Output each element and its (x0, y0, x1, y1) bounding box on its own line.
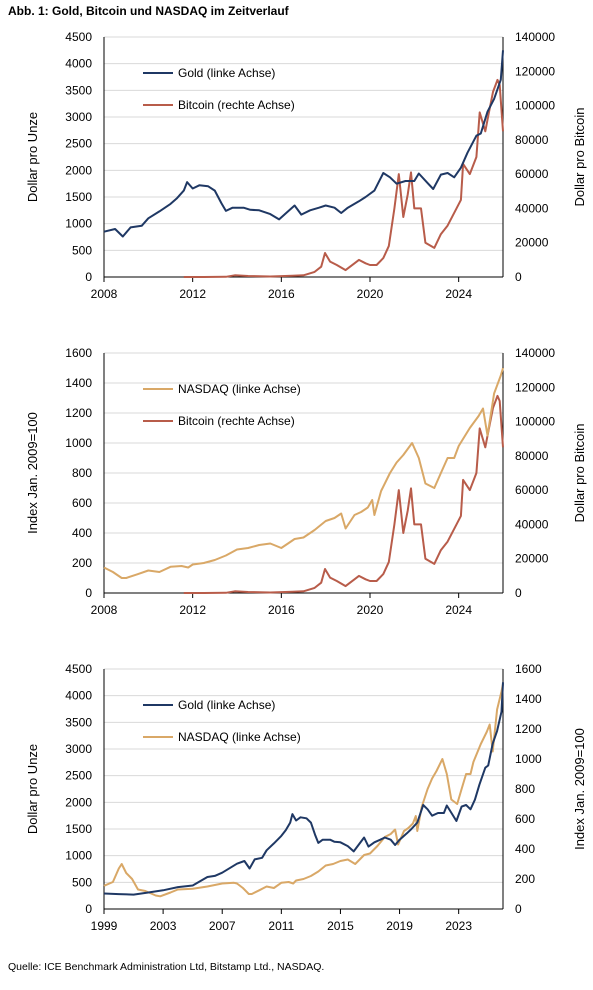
legend-label: Bitcoin (rechte Achse) (178, 98, 295, 112)
series-line-nasdaq (103, 683, 504, 898)
y-tick-label: 0 (85, 902, 92, 916)
x-tick-label: 2019 (386, 919, 413, 933)
y-tick-label: 1000 (65, 436, 92, 450)
y2-tick-label: 80000 (515, 133, 549, 147)
y2-tick-label: 100000 (515, 415, 555, 429)
series-line-gold (103, 682, 504, 896)
y2-tick-label: 120000 (515, 64, 555, 78)
y-tick-label: 4500 (65, 662, 92, 676)
chart-svg: 0 200 400 600 800 1000 1200 1400 1600 0 20000 40000… (25, 346, 587, 617)
y-axis-label: Index Jan. 2009=100 (25, 412, 40, 534)
y2-axis-label: Dollar pro Bitcoin (572, 108, 587, 207)
y2-tick-label: 1400 (515, 692, 542, 706)
legend-label: NASDAQ (linke Achse) (178, 382, 301, 396)
x-tick-label: 2007 (209, 919, 236, 933)
chart-svg: 0 500 1000 1500 2000 2500 3000 3500 4000 4500 0 200… (25, 662, 587, 933)
y-tick-label: 4000 (65, 57, 92, 71)
y-tick-label: 4000 (65, 689, 92, 703)
x-tick-label: 2011 (268, 919, 294, 933)
x-tick-label: 2012 (179, 287, 206, 301)
y-tick-label: 0 (85, 270, 92, 284)
y2-tick-label: 0 (515, 270, 522, 284)
source-note: Quelle: ICE Benchmark Administration Ltd… (8, 961, 325, 973)
y-tick-label: 2500 (65, 137, 92, 151)
y2-tick-label: 60000 (515, 483, 549, 497)
y-tick-label: 3500 (65, 715, 92, 729)
y2-tick-label: 1200 (515, 722, 542, 736)
series-line-bitcoin (183, 394, 504, 594)
x-tick-label: 2003 (150, 919, 177, 933)
y-tick-label: 200 (72, 556, 92, 570)
x-tick-label: 2023 (445, 919, 472, 933)
y2-tick-label: 1600 (515, 662, 542, 676)
y-tick-label: 500 (72, 243, 92, 257)
y2-tick-label: 1000 (515, 752, 542, 766)
y2-tick-label: 0 (515, 902, 522, 916)
y-tick-label: 0 (85, 586, 92, 600)
series-line-gold (103, 50, 504, 238)
y-tick-label: 3500 (65, 83, 92, 97)
series-line-bitcoin (183, 78, 504, 278)
y2-tick-label: 600 (515, 812, 535, 826)
y2-tick-label: 20000 (515, 236, 549, 250)
y2-tick-label: 400 (515, 842, 535, 856)
x-tick-label: 2024 (445, 287, 472, 301)
y-tick-label: 1500 (65, 190, 92, 204)
y2-tick-label: 200 (515, 872, 535, 886)
y-tick-label: 3000 (65, 742, 92, 756)
y-tick-label: 1200 (65, 406, 92, 420)
series-line-nasdaq (103, 367, 504, 579)
legend-label: NASDAQ (linke Achse) (178, 730, 301, 744)
legend-label: Gold (linke Achse) (178, 66, 275, 80)
y-tick-label: 1600 (65, 346, 92, 360)
x-tick-label: 1999 (91, 919, 118, 933)
y-tick-label: 600 (72, 496, 92, 510)
x-tick-label: 2020 (357, 603, 384, 617)
y-tick-label: 4500 (65, 30, 92, 44)
y-tick-label: 1500 (65, 822, 92, 836)
y-tick-label: 3000 (65, 110, 92, 124)
x-tick-label: 2016 (268, 603, 295, 617)
x-tick-label: 2024 (445, 603, 472, 617)
x-tick-label: 2008 (91, 287, 118, 301)
y-tick-label: 500 (72, 875, 92, 889)
y2-tick-label: 80000 (515, 449, 549, 463)
y-tick-label: 2000 (65, 795, 92, 809)
y2-axis-label: Index Jan. 2009=100 (572, 728, 587, 850)
x-tick-label: 2016 (268, 287, 295, 301)
y2-tick-label: 40000 (515, 517, 549, 531)
chart-gold-bitcoin: 0 500 1000 1500 2000 2500 3000 3500 4000 4500 0 200… (0, 22, 593, 338)
y2-tick-label: 140000 (515, 346, 555, 360)
x-tick-label: 2020 (357, 287, 384, 301)
y-axis-label: Dollar pro Unze (25, 744, 40, 834)
y2-tick-label: 0 (515, 586, 522, 600)
y-axis-label: Dollar pro Unze (25, 112, 40, 202)
x-tick-label: 2015 (327, 919, 354, 933)
y-tick-label: 1400 (65, 376, 92, 390)
y2-tick-label: 60000 (515, 167, 549, 181)
chart-nasdaq-bitcoin: 0 200 400 600 800 1000 1200 1400 1600 0 20000 40000… (0, 338, 593, 654)
y2-tick-label: 40000 (515, 201, 549, 215)
y2-tick-label: 120000 (515, 380, 555, 394)
figure-title: Abb. 1: Gold, Bitcoin und NASDAQ im Zeit… (8, 4, 289, 18)
y-tick-label: 400 (72, 526, 92, 540)
chart-gold-nasdaq: 0 500 1000 1500 2000 2500 3000 3500 4000 4500 0 200… (0, 654, 593, 970)
y-tick-label: 2500 (65, 769, 92, 783)
x-tick-label: 2008 (91, 603, 118, 617)
y2-tick-label: 800 (515, 782, 535, 796)
y2-axis-label: Dollar pro Bitcoin (572, 424, 587, 523)
x-tick-label: 2012 (179, 603, 206, 617)
y-tick-label: 2000 (65, 163, 92, 177)
y-tick-label: 1000 (65, 217, 92, 231)
y2-tick-label: 20000 (515, 552, 549, 566)
legend-label: Gold (linke Achse) (178, 698, 275, 712)
y-tick-label: 800 (72, 466, 92, 480)
legend-label: Bitcoin (rechte Achse) (178, 414, 295, 428)
y2-tick-label: 100000 (515, 99, 555, 113)
chart-svg: 0 500 1000 1500 2000 2500 3000 3500 4000 4500 0 200… (25, 30, 587, 301)
y2-tick-label: 140000 (515, 30, 555, 44)
y-tick-label: 1000 (65, 849, 92, 863)
